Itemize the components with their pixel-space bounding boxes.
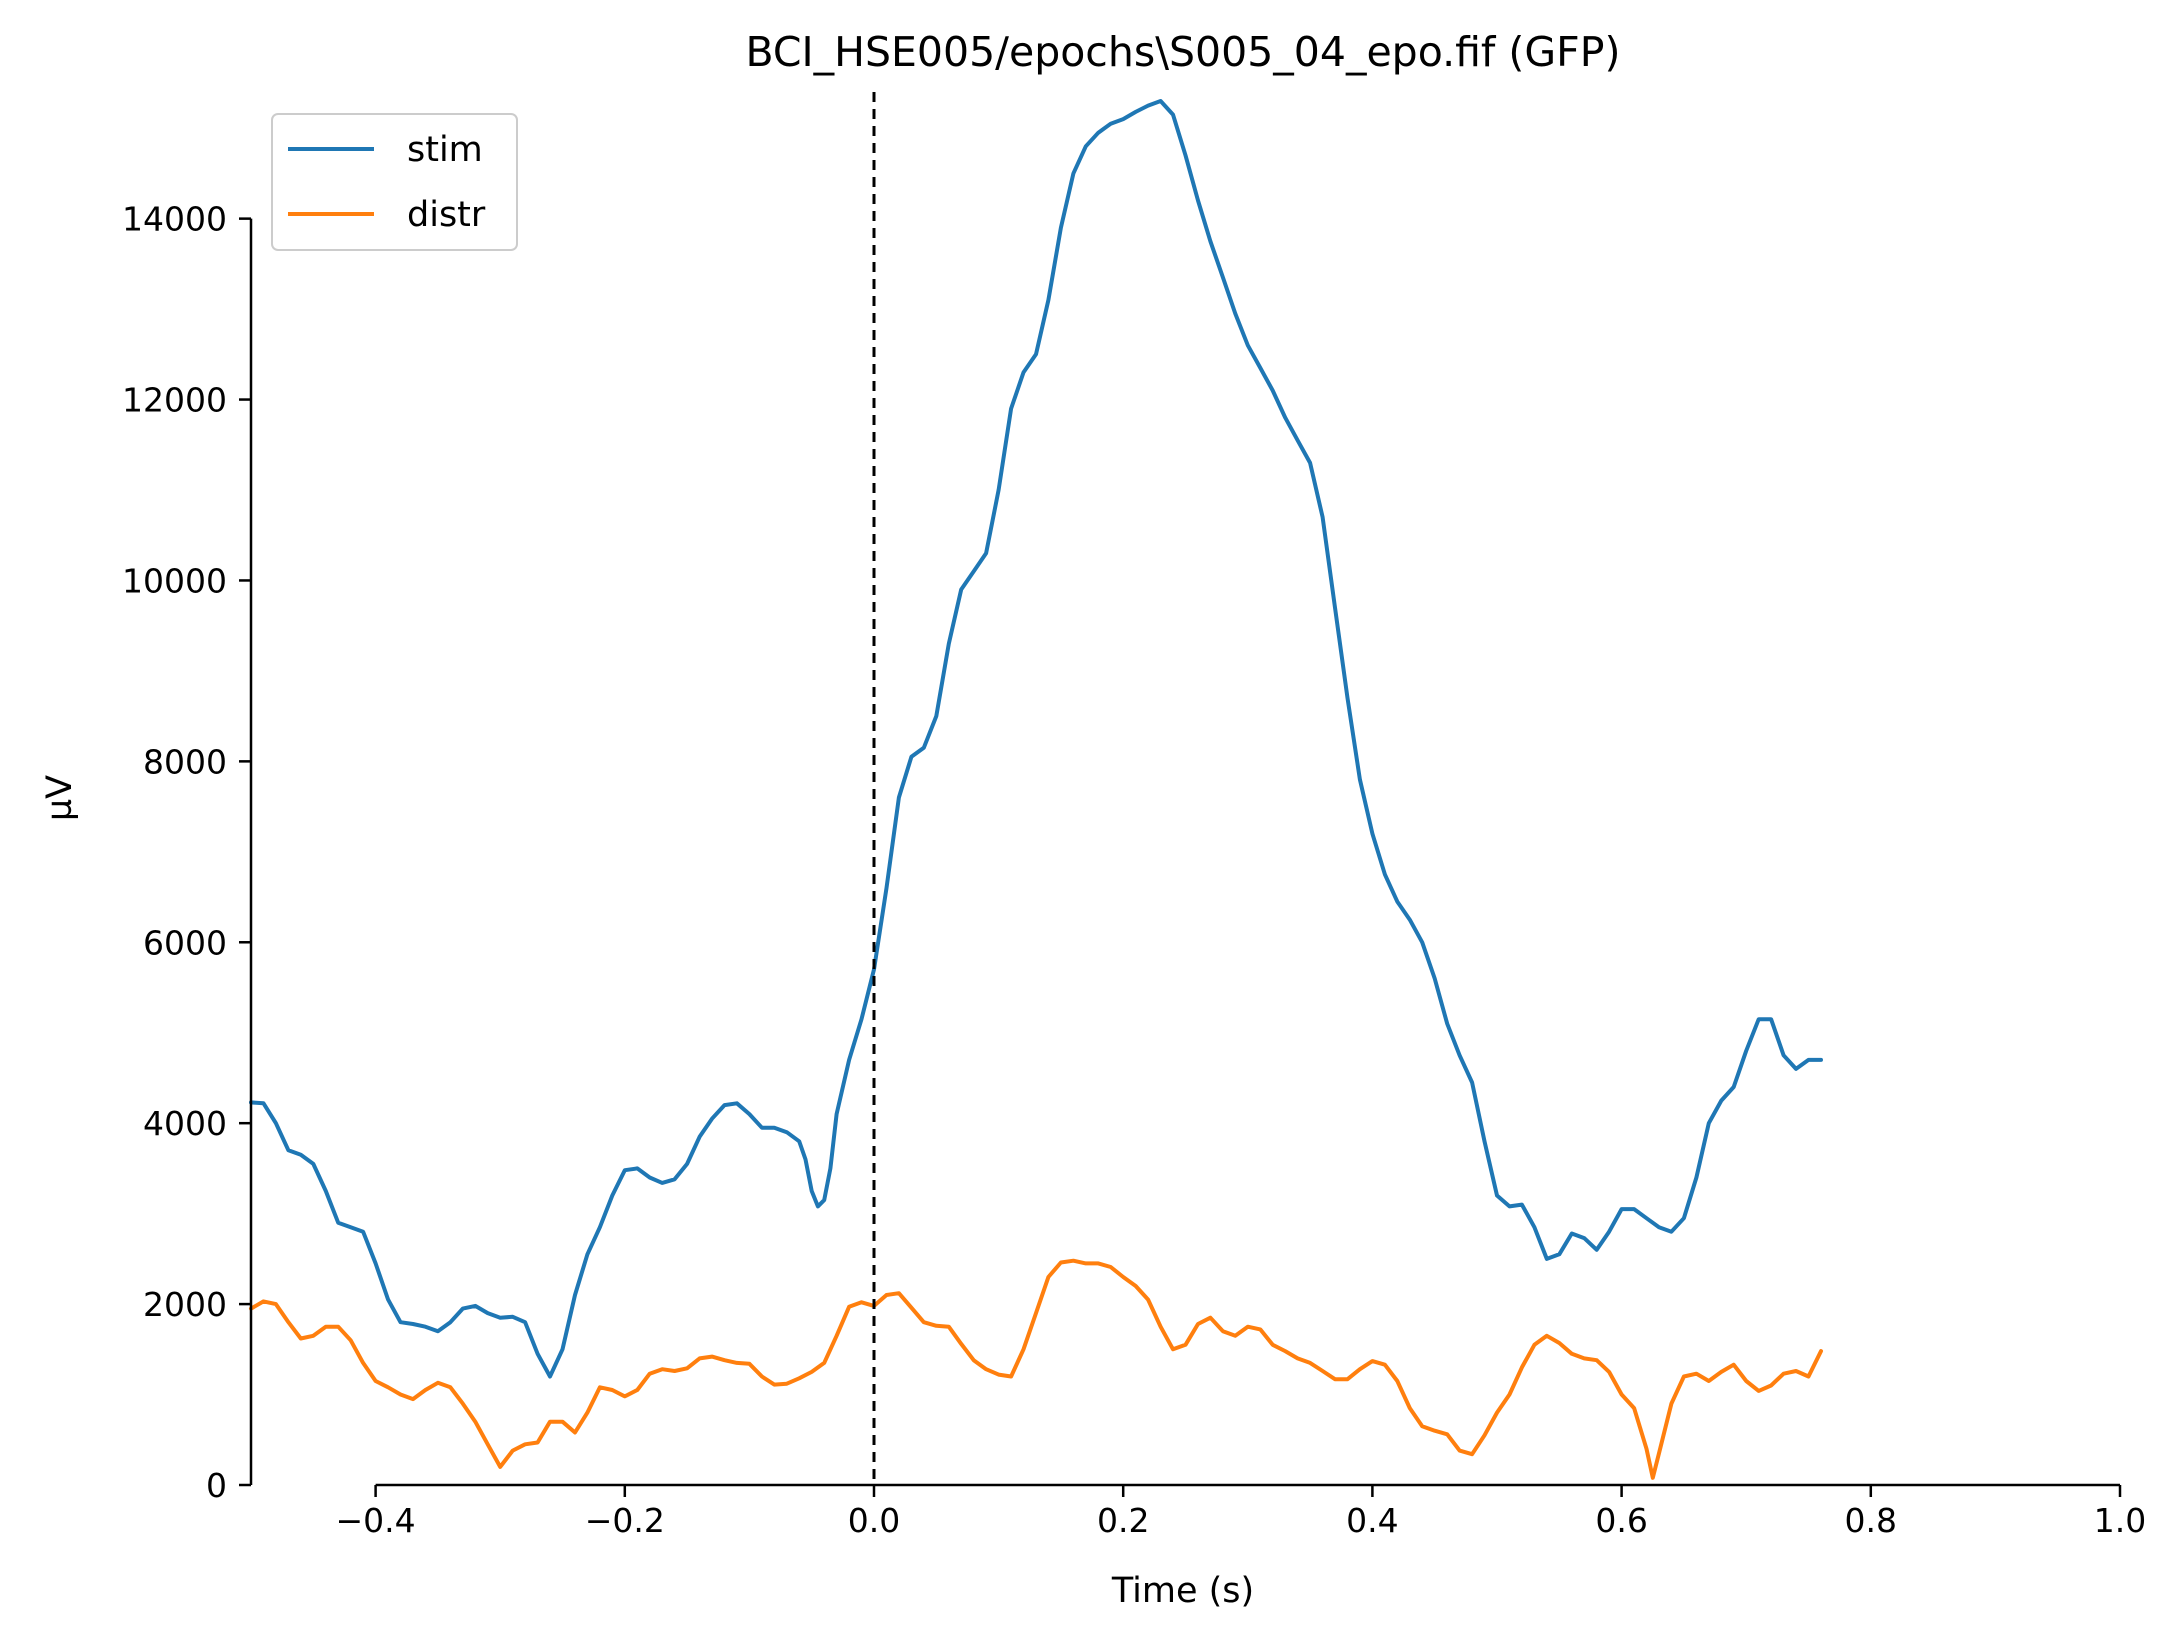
x-axis-title: Time (s)	[1111, 1571, 1254, 1611]
series-line-stim	[249, 99, 1823, 1379]
legend-label-stim: stim	[407, 130, 483, 170]
series-line-distr	[249, 1258, 1823, 1480]
y-axis-ticks: 0 2000 4000 6000 8000 10000 12000 14000	[122, 200, 251, 1505]
y-axis-title: µV	[40, 775, 80, 821]
y-tick-label: 4000	[143, 1104, 227, 1143]
y-tick-label: 14000	[122, 200, 227, 239]
y-tick-label: 0	[206, 1466, 227, 1505]
x-tick-label: 0.0	[848, 1501, 900, 1540]
x-tick-label: 1.0	[2094, 1501, 2146, 1540]
plot-lines	[249, 99, 1823, 1480]
x-tick-label: 0.4	[1346, 1501, 1398, 1540]
chart-title: BCI_HSE005/epochs\S005_04_epo.fif (GFP)	[746, 28, 1621, 76]
y-tick-label: 6000	[143, 923, 227, 962]
y-tick-label: 2000	[143, 1285, 227, 1324]
legend: stim distr	[271, 113, 518, 251]
y-tick-label: 8000	[143, 742, 227, 781]
y-tick-label: 12000	[122, 381, 227, 420]
x-tick-label: −0.4	[336, 1501, 416, 1540]
x-axis-ticks: −0.4 −0.2 0.0 0.2 0.4 0.6 0.8 1.0	[336, 1485, 2146, 1540]
legend-label-distr: distr	[407, 195, 486, 235]
x-tick-label: −0.2	[585, 1501, 665, 1540]
x-tick-label: 0.8	[1845, 1501, 1897, 1540]
axes: −0.4 −0.2 0.0 0.2 0.4 0.6 0.8 1.0 0 2000 4000 6000…	[122, 200, 2146, 1540]
x-tick-label: 0.2	[1097, 1501, 1149, 1540]
y-tick-label: 10000	[122, 561, 227, 600]
x-tick-label: 0.6	[1595, 1501, 1647, 1540]
